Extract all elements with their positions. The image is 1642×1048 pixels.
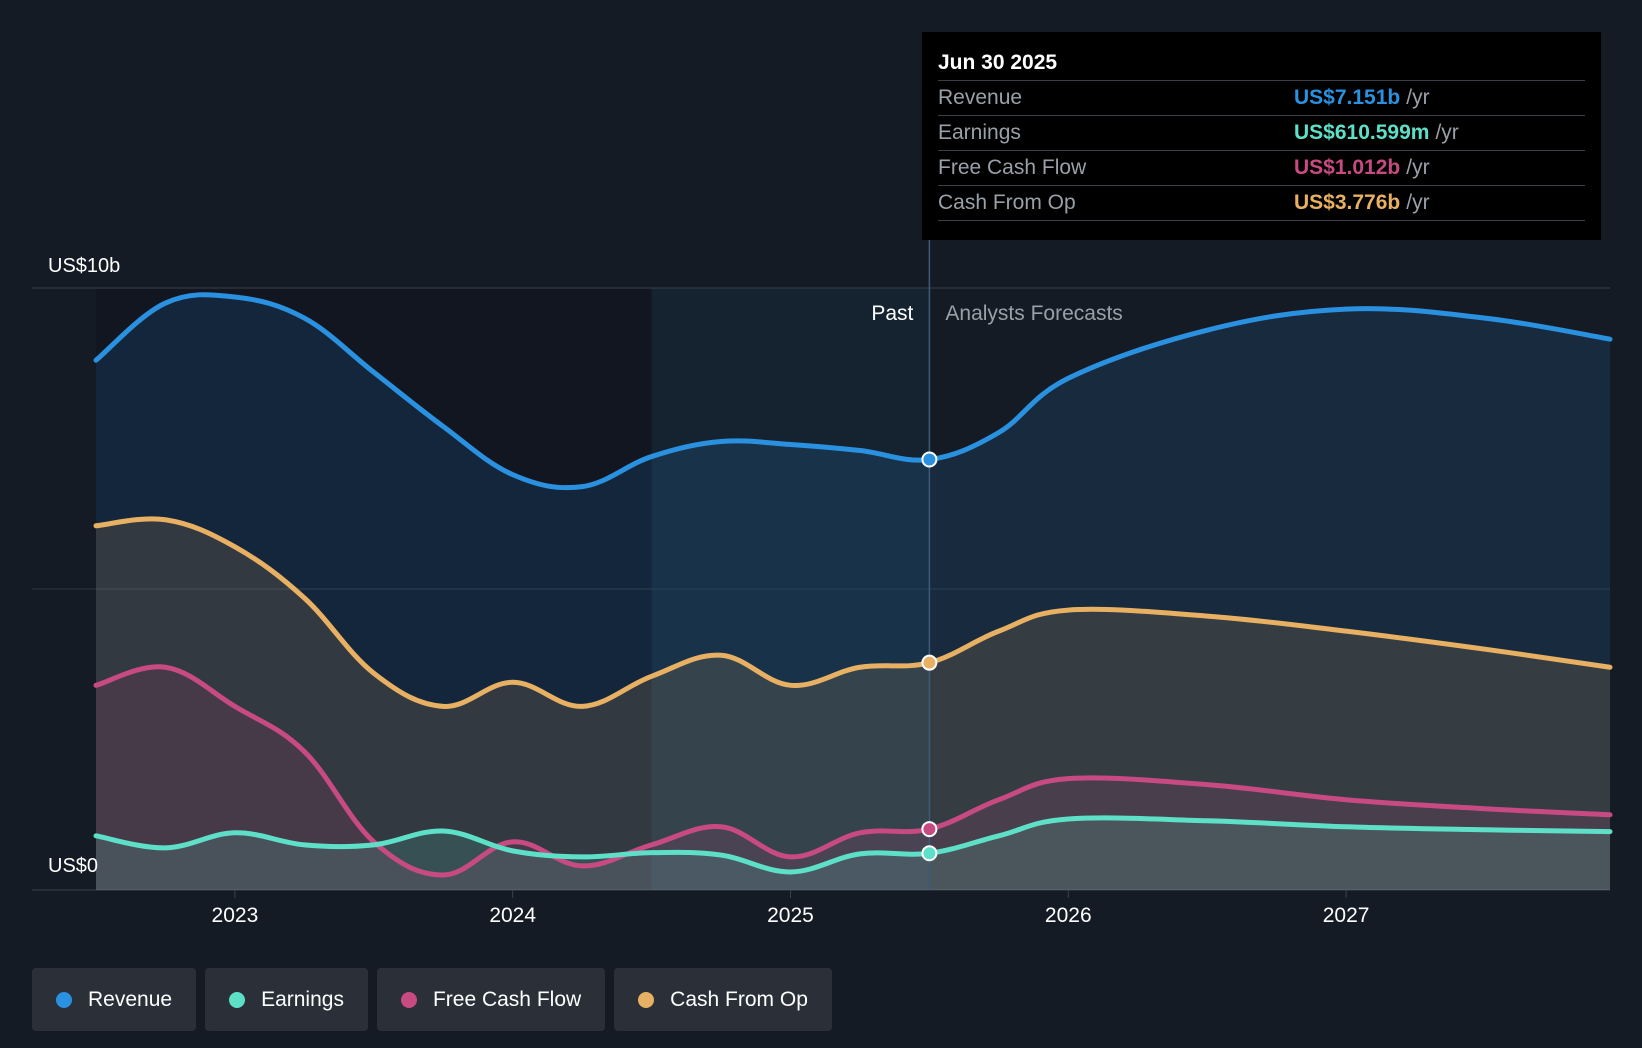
past-label: Past <box>871 302 913 325</box>
revenue-line <box>93 292 1613 491</box>
legend-item-revenue[interactable]: Revenue <box>32 968 197 1031</box>
earnings-marker[interactable] <box>921 845 938 862</box>
forecast-label: Analysts Forecasts <box>945 302 1122 325</box>
tooltip-unit: /yr <box>1435 121 1459 144</box>
tooltip-row-earnings: Earnings US$610.599m /yr <box>938 116 1585 151</box>
tooltip-date: Jun 30 2025 <box>938 46 1585 81</box>
tooltip-label: Cash From Op <box>938 191 1076 214</box>
tooltip-label: Revenue <box>938 86 1023 109</box>
tooltip-value: US$7.151b <box>1294 86 1401 109</box>
tooltip-value: US$1.012b <box>1294 156 1401 179</box>
tooltip-unit: /yr <box>1406 156 1430 179</box>
x-tick-label: 2027 <box>1323 904 1370 927</box>
earnings-dot-icon <box>229 991 246 1008</box>
earnings-area <box>96 817 1610 890</box>
legend-label: Earnings <box>261 987 344 1011</box>
earnings-line <box>93 815 1613 875</box>
cash-from-op-line <box>93 516 1613 709</box>
tooltip-label: Earnings <box>938 121 1021 144</box>
tooltip-row-free-cash-flow: Free Cash Flow US$1.012b /yr <box>938 151 1585 186</box>
legend-item-free-cash-flow[interactable]: Free Cash Flow <box>376 968 606 1031</box>
x-tick-label: 2023 <box>212 904 259 927</box>
tooltip: Jun 30 2025 Revenue US$7.151b /yr Earnin… <box>922 32 1601 240</box>
free-cash-flow-dot-icon <box>400 991 417 1008</box>
free-cash-flow-marker[interactable] <box>921 821 938 838</box>
tooltip-label: Free Cash Flow <box>938 156 1087 179</box>
x-tick-label: 2024 <box>489 904 536 927</box>
revenue-dot-icon <box>56 991 72 1008</box>
y-axis-min-label: US$0 <box>48 855 98 877</box>
tooltip-row-revenue: Revenue US$7.151b /yr <box>938 81 1585 116</box>
revenue-area <box>96 294 1610 890</box>
legend-label: Free Cash Flow <box>432 987 582 1011</box>
cash-from-op-marker[interactable] <box>921 654 938 671</box>
tooltip-unit: /yr <box>1406 191 1430 214</box>
x-tick-label: 2026 <box>1045 904 1092 927</box>
tooltip-value: US$610.599m <box>1294 121 1430 144</box>
tooltip-row-cash-from-op: Cash From Op US$3.776b /yr <box>938 186 1585 221</box>
y-axis-max-label: US$10b <box>48 255 120 277</box>
tooltip-unit: /yr <box>1406 86 1430 109</box>
legend-item-earnings[interactable]: Earnings <box>205 968 368 1031</box>
free-cash-flow-line <box>93 664 1613 878</box>
revenue-marker[interactable] <box>921 451 938 468</box>
legend-label: Cash From Op <box>670 987 808 1011</box>
legend: Revenue Earnings Free Cash Flow Cash Fro… <box>32 968 832 1031</box>
x-tick-label: 2025 <box>767 904 814 927</box>
cash-from-op-area <box>96 518 1610 890</box>
free-cash-flow-area <box>96 666 1610 890</box>
cash-from-op-dot-icon <box>638 991 655 1008</box>
tooltip-value: US$3.776b <box>1294 191 1401 214</box>
legend-item-cash-from-op[interactable]: Cash From Op <box>614 968 832 1031</box>
legend-label: Revenue <box>88 987 173 1011</box>
